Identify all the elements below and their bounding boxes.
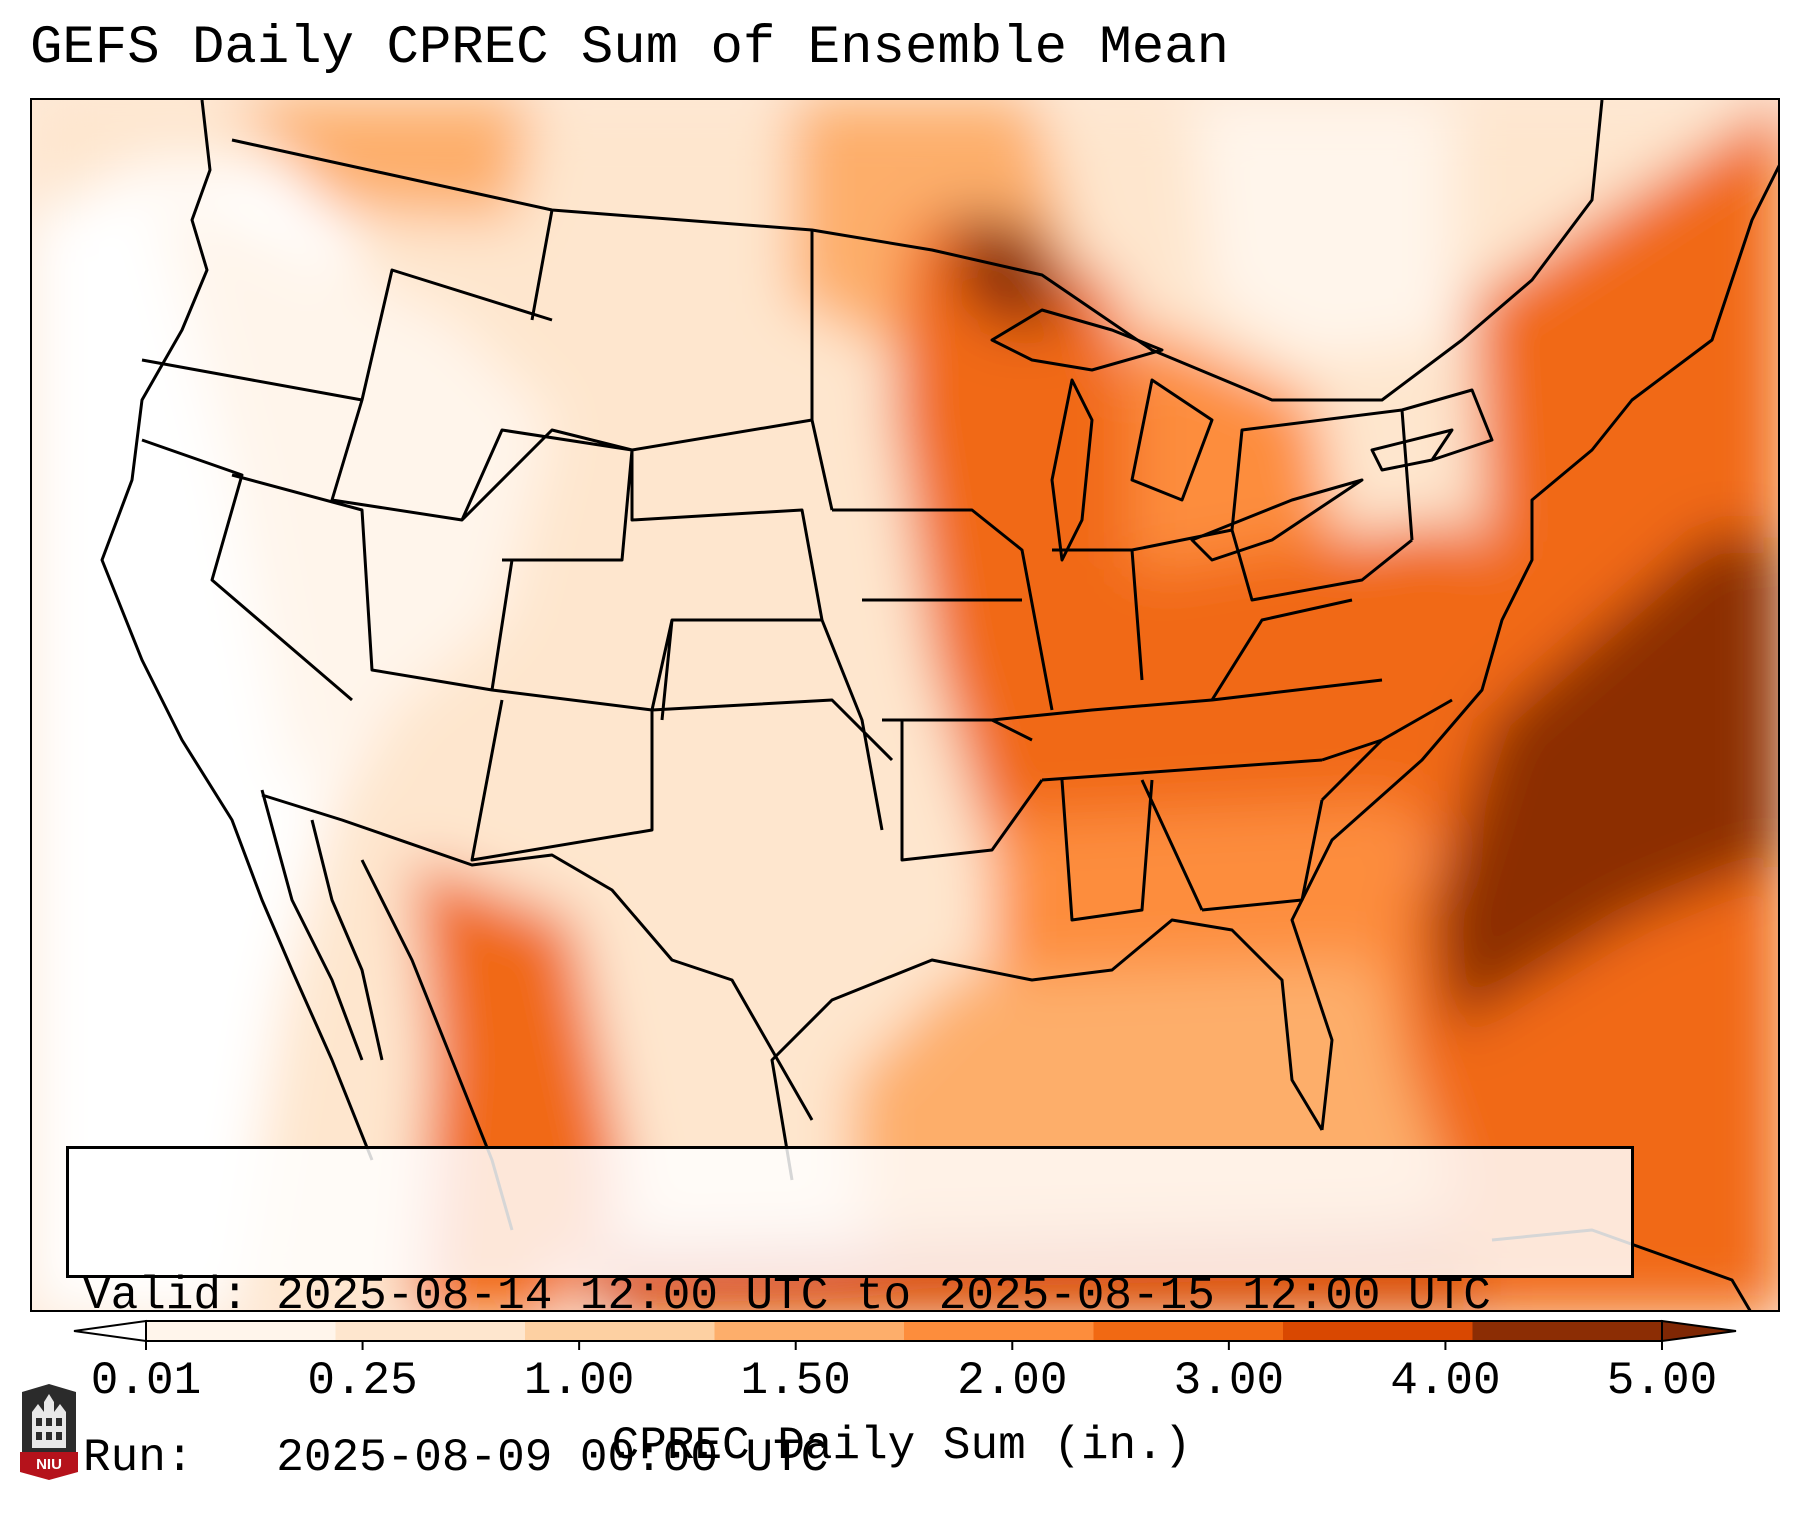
- colorbar-under-triangle: [73, 1319, 147, 1343]
- state-lines-plains: [530, 209, 894, 831]
- coastline-baja: [260, 789, 384, 1061]
- colorbar-segment-4: [904, 1321, 1094, 1341]
- colorbar-segments: [146, 1321, 1663, 1341]
- valid-label: Valid:: [83, 1270, 249, 1322]
- colorbar-over-triangle: [1661, 1319, 1737, 1343]
- precip-field: [32, 100, 1778, 1310]
- logo-banner: [20, 1452, 78, 1480]
- colorbar-tick-label: 0.25: [307, 1355, 418, 1407]
- valid-run-info-box: Valid: 2025-08-14 12:00 UTC to 2025-08-1…: [66, 1146, 1634, 1484]
- colorbar-segment-6: [1283, 1321, 1473, 1341]
- colorbar-tick-label: 3.00: [1173, 1355, 1285, 1407]
- precipitation-map[interactable]: [30, 98, 1780, 1312]
- run-value: 2025-08-09 00:00 UTC: [276, 1432, 829, 1484]
- coastline-atlantic: [1290, 164, 1778, 1131]
- colorbar-segment-0: [146, 1321, 336, 1341]
- state-lines-central: [832, 508, 1383, 922]
- run-label: Run:: [83, 1432, 194, 1484]
- great-lakes: [990, 308, 1454, 562]
- colorbar-tick-label: 5.00: [1606, 1355, 1718, 1407]
- colorbar-ticks: [145, 1341, 1663, 1350]
- logo-windows: [36, 1418, 62, 1440]
- field-midwest-core: [952, 210, 1072, 330]
- valid-line: Valid: 2025-08-14 12:00 UTC to 2025-08-1…: [83, 1269, 1631, 1323]
- colorbar-segment-7: [1472, 1321, 1663, 1341]
- niu-logo: NIU: [20, 1384, 78, 1480]
- state-lines-west: [141, 268, 654, 862]
- colorbar-outline: [145, 1320, 1663, 1342]
- colorbar-segment-2: [525, 1321, 715, 1341]
- run-line: Run: 2025-08-09 00:00 UTC: [83, 1431, 1631, 1485]
- field-west-light: [152, 180, 552, 800]
- colorbar-tick-label: 2.00: [957, 1355, 1068, 1407]
- map-canvas: [32, 100, 1778, 1310]
- field-texas-light: [572, 780, 952, 1080]
- map-boundaries: [100, 100, 1778, 1310]
- coastline-gulf: [770, 918, 1324, 1181]
- logo-text: NIU: [36, 1456, 62, 1473]
- us-mexico-border: [261, 793, 814, 1121]
- colorbar-tick-label: 4.00: [1390, 1355, 1501, 1407]
- field-upper-midwest: [892, 220, 1152, 860]
- us-canada-border: [231, 100, 1604, 402]
- coastline-pacific: [100, 100, 374, 1161]
- colorbar: [73, 1319, 1737, 1350]
- colorbar-tick-label: 1.00: [523, 1355, 635, 1407]
- colorbar-segment-1: [335, 1321, 526, 1341]
- colorbar-segment-5: [1093, 1321, 1284, 1341]
- state-lines-east: [1052, 388, 1494, 912]
- map-title: GEFS Daily CPREC Sum of Ensemble Mean: [30, 18, 1229, 79]
- field-atlantic-core: [1432, 530, 1778, 1030]
- valid-value: 2025-08-14 12:00 UTC to 2025-08-15 12:00…: [276, 1270, 1491, 1322]
- colorbar-segment-3: [714, 1321, 905, 1341]
- colorbar-label: CPREC Daily Sum (in.): [611, 1420, 1192, 1472]
- colorbar-tick-label: 0.01: [90, 1355, 202, 1407]
- colorbar-tick-label: 1.50: [740, 1355, 851, 1407]
- field-quebec-light: [1192, 100, 1452, 360]
